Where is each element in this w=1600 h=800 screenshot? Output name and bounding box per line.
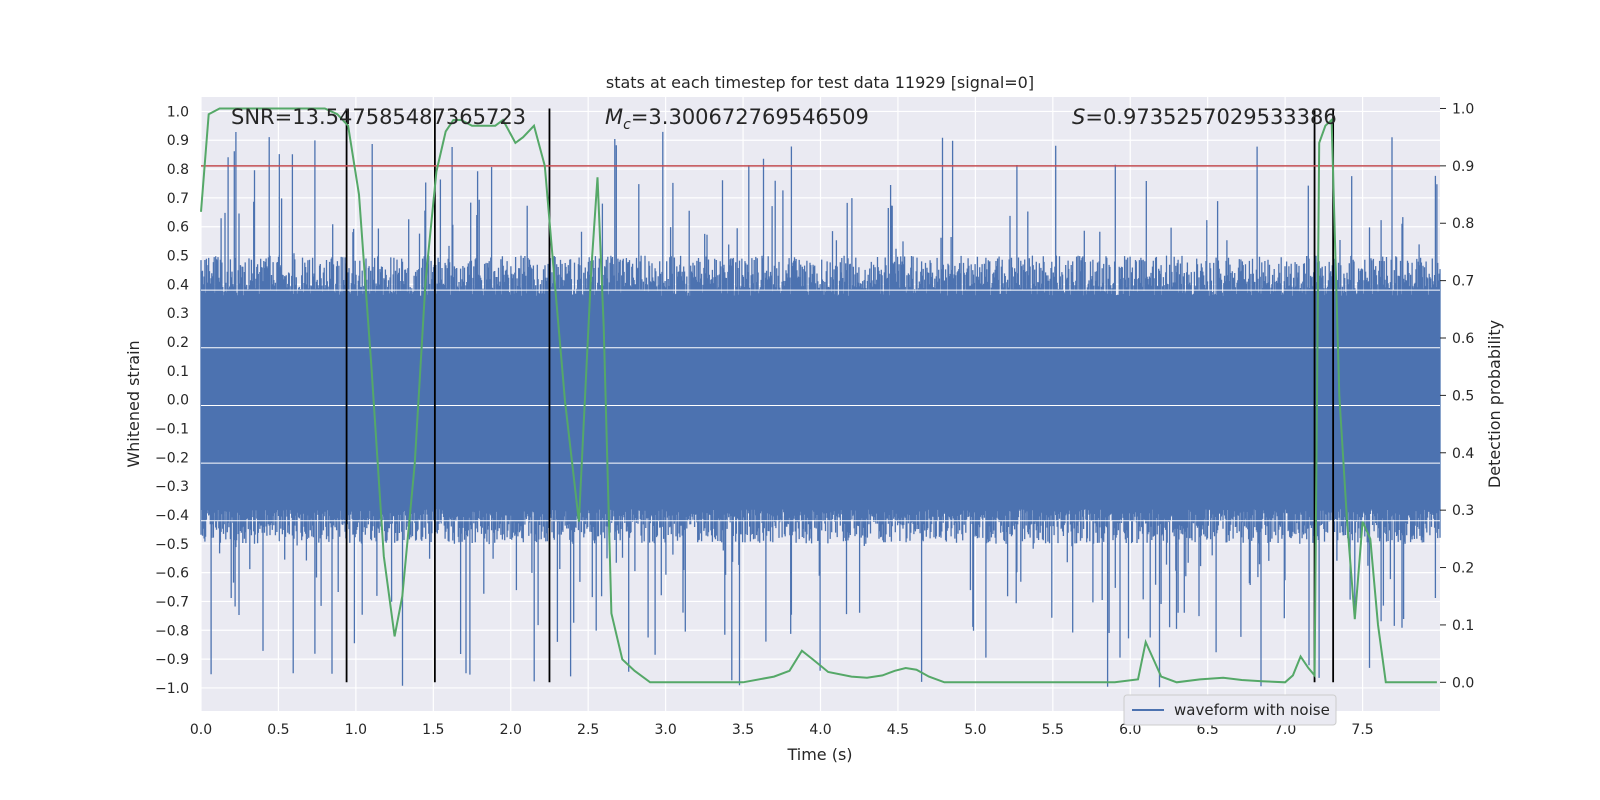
x-axis-label: Time (s) (786, 745, 852, 764)
mc-value: =3.300672769546509 (631, 105, 869, 129)
x-tick-label: 6.5 (1197, 722, 1219, 738)
x-tick-label: 1.0 (345, 722, 367, 738)
y-left-tick-label: −0.3 (155, 479, 189, 495)
x-tick-label: 5.5 (1042, 722, 1064, 738)
y-left-tick-label: −0.6 (155, 566, 189, 582)
chart-title: stats at each timestep for test data 119… (606, 73, 1034, 92)
y-left-tick-label: 0.2 (167, 335, 189, 351)
s-symbol: S (1072, 105, 1085, 129)
mc-subscript: c (623, 117, 631, 133)
detection-probability-line (200, 107, 1437, 684)
waveform-series (200, 131, 1441, 688)
y-left-tick-label: 0.3 (167, 306, 189, 322)
y-right-tick-label: 0.4 (1452, 446, 1474, 462)
y-right-axis-label: Detection probability (1485, 320, 1504, 488)
x-tick-label: 5.0 (964, 722, 986, 738)
y-right-tick-label: 0.0 (1452, 675, 1474, 691)
y-right-tick-label: 0.9 (1452, 159, 1474, 175)
y-left-tick-label: −0.1 (155, 422, 189, 438)
x-tick-label: 4.0 (809, 722, 831, 738)
y-right-tick-label: 0.1 (1452, 618, 1474, 634)
y-left-tick-label: −0.2 (155, 450, 189, 466)
waveform-core (201, 313, 1440, 487)
x-tick-label: 6.0 (1119, 722, 1141, 738)
y-left-tick-label: 0.7 (167, 191, 189, 207)
chirp-mass-annotation: Mc=3.300672769546509 (605, 105, 869, 133)
y-left-tick-label: 0.9 (167, 133, 189, 149)
y-right-tick-label: 0.5 (1452, 388, 1474, 404)
y-left-tick-label: 0.8 (167, 162, 189, 178)
y-left-axis-label: Whitened strain (124, 340, 143, 467)
x-tick-labels: 0.0 0.5 1.0 1.5 2.0 2.5 3.0 3.5 4.0 4.5 5.0 5.5 6.0 6… (190, 722, 1374, 738)
x-tick-label: 4.5 (887, 722, 909, 738)
legend-label: waveform with noise (1174, 701, 1330, 719)
y-left-tick-label: 0.4 (167, 277, 189, 293)
y-right-tick-label: 0.6 (1452, 331, 1474, 347)
y-left-tick-label: −0.8 (155, 623, 189, 639)
y-right-tick-label: 0.2 (1452, 561, 1474, 577)
y-left-tick-label: −0.5 (155, 537, 189, 553)
y-left-tick-label: −1.0 (155, 681, 189, 697)
y-right-tick-label: 0.7 (1452, 274, 1474, 290)
y-left-tick-label: 0.5 (167, 249, 189, 265)
x-tick-label: 1.5 (422, 722, 444, 738)
y-left-tick-label: −0.7 (155, 594, 189, 610)
x-tick-label: 2.5 (577, 722, 599, 738)
x-tick-label: 7.0 (1274, 722, 1296, 738)
snr-annotation: SNR=13.547585487365723 (231, 105, 526, 129)
y-left-tick-label: −0.9 (155, 652, 189, 668)
s-annotation: S=0.9735257029533386 (1072, 105, 1337, 129)
mc-symbol: M (605, 105, 623, 129)
y-left-tick-label: 0.6 (167, 220, 189, 236)
y-left-tick-label: 1.0 (167, 104, 189, 120)
s-value: =0.9735257029533386 (1085, 105, 1336, 129)
legend-box (1123, 694, 1337, 726)
legend: waveform with noise (1123, 694, 1337, 726)
y-left-tick-label: −0.4 (155, 508, 189, 524)
y-right-tick-labels: 1.0 0.9 0.8 0.7 0.6 0.5 0.4 0.3 0.2 0.1 0.0 (1440, 101, 1474, 691)
y-left-tick-label: 0.1 (167, 364, 189, 380)
y-left-tick-labels: 1.0 0.9 0.8 0.7 0.6 0.5 0.4 0.3 0.2 0.1 0.0 −0.1 −0.… (155, 104, 189, 697)
x-tick-label: 3.5 (732, 722, 754, 738)
y-right-tick-label: 0.8 (1452, 216, 1474, 232)
x-tick-label: 3.0 (654, 722, 676, 738)
x-tick-label: 7.5 (1351, 722, 1373, 738)
x-tick-label: 0.0 (190, 722, 212, 738)
y-left-tick-label: 0.0 (167, 393, 189, 409)
x-tick-label: 2.0 (500, 722, 522, 738)
y-right-tick-label: 1.0 (1452, 101, 1474, 117)
x-tick-label: 0.5 (267, 722, 289, 738)
y-right-tick-label: 0.3 (1452, 503, 1474, 519)
